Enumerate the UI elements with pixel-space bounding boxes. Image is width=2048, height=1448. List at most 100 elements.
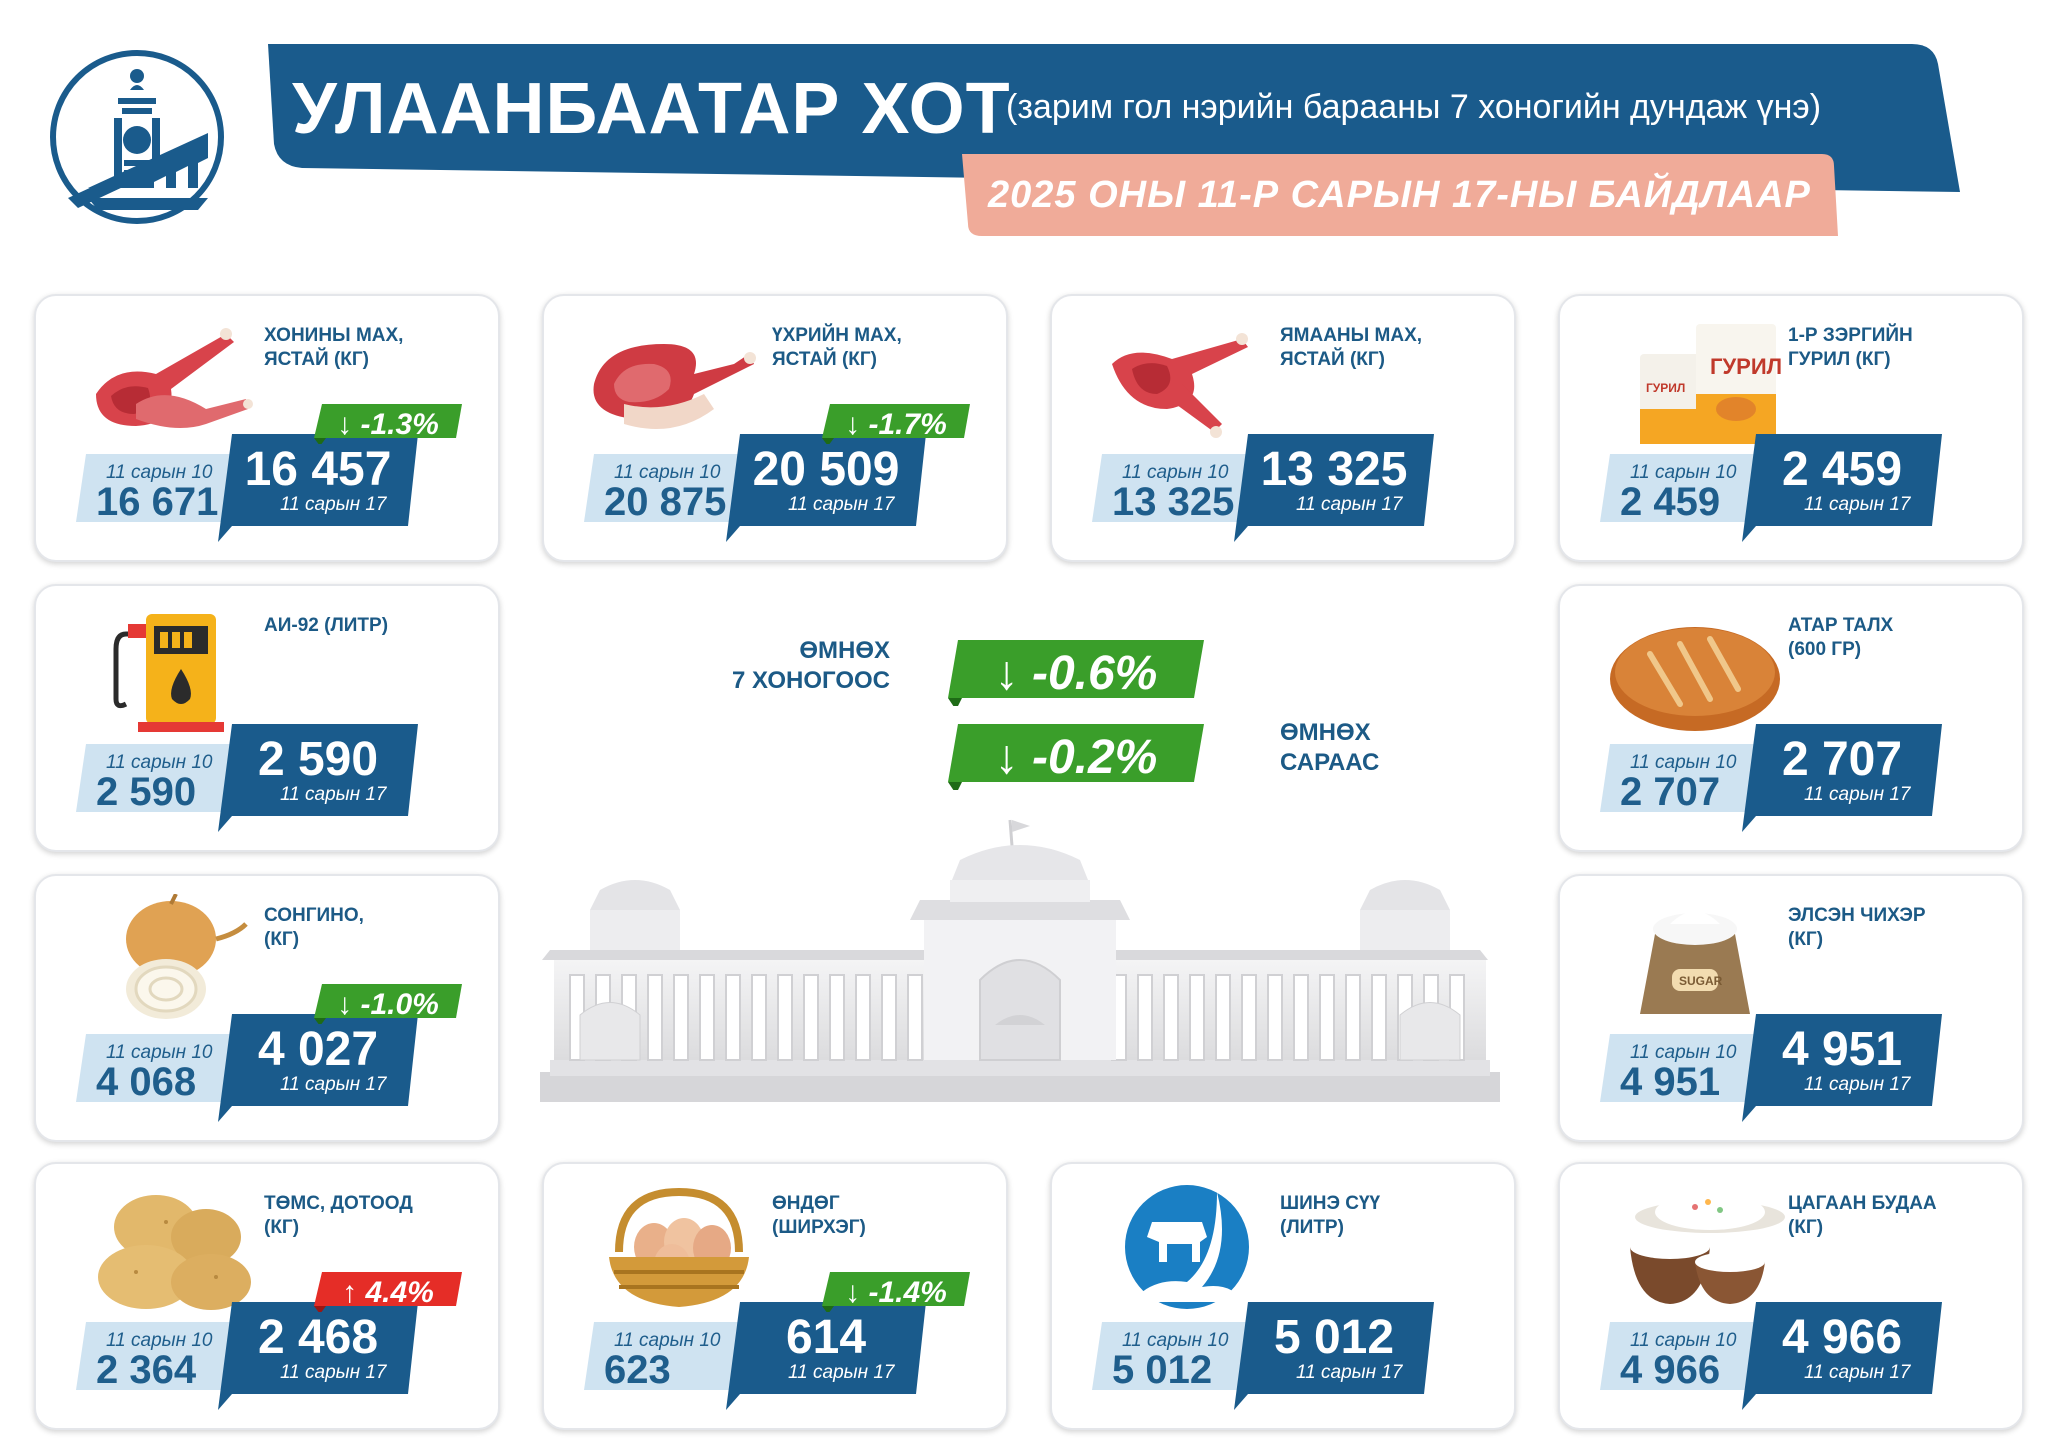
previous-price-box: 11 сарын 10 623 bbox=[584, 1322, 764, 1392]
week-change-value: ↓ -0.6% bbox=[994, 647, 1158, 700]
current-date: 11 сарын 17 bbox=[788, 1362, 895, 1383]
product-name-line1: ӨНДӨГ bbox=[772, 1193, 840, 1214]
egg-basket-icon bbox=[584, 1182, 774, 1312]
product-name-line2: ЯСТАЙ (КГ) bbox=[264, 349, 369, 370]
product-name-line2: (КГ) bbox=[1788, 929, 1824, 950]
product-name: АИ-92 (ЛИТР) bbox=[264, 614, 484, 638]
previous-price: 13 325 bbox=[1112, 480, 1235, 524]
logo bbox=[48, 48, 226, 226]
current-date: 11 сарын 17 bbox=[1804, 1074, 1911, 1095]
product-name-line1: СОНГИНО, bbox=[264, 905, 364, 926]
current-date: 11 сарын 17 bbox=[280, 1362, 387, 1383]
previous-price-box: 11 сарын 10 2 459 bbox=[1600, 454, 1780, 524]
previous-price: 2 459 bbox=[1620, 480, 1721, 524]
current-date: 11 сарын 17 bbox=[280, 1074, 387, 1095]
product-name-line1: 1-Р ЗЭРГИЙН bbox=[1788, 325, 1913, 346]
product-name-line1: ТӨМС, ДОТООД bbox=[264, 1193, 413, 1214]
product-name: АТАР ТАЛХ (600 ГР) bbox=[1788, 614, 2008, 662]
previous-date: 11 сарын 10 bbox=[1630, 462, 1737, 483]
flour-icon: ГУРИЛ ГУРИЛ bbox=[1600, 314, 1790, 444]
product-name: ЭЛСЭН ЧИХЭР (КГ) bbox=[1788, 904, 2008, 952]
product-name: ҮХРИЙН МАХ, ЯСТАЙ (КГ) bbox=[772, 324, 992, 372]
change-value: ↑ 4.4% bbox=[342, 1276, 434, 1309]
product-name-line2: (600 ГР) bbox=[1788, 639, 1862, 660]
product-name-line1: ЦАГААН БУДАА bbox=[1788, 1193, 1937, 1214]
current-date: 11 сарын 17 bbox=[1296, 1362, 1403, 1383]
bread-icon bbox=[1600, 604, 1790, 734]
previous-price-box: 11 сарын 10 20 875 bbox=[584, 454, 764, 524]
current-price: 4 951 bbox=[1781, 1023, 1903, 1076]
previous-price: 16 671 bbox=[96, 480, 219, 524]
previous-price: 20 875 bbox=[604, 480, 727, 524]
current-price-box: 614 11 сарын 17 bbox=[726, 1302, 926, 1410]
change-value: ↓ -1.3% bbox=[337, 408, 439, 441]
previous-price: 4 966 bbox=[1620, 1348, 1721, 1392]
fuel-pump-icon bbox=[76, 604, 266, 734]
change-badge: ↓ -1.7% bbox=[822, 404, 970, 444]
current-price-box: 4 951 11 сарын 17 bbox=[1742, 1014, 1942, 1122]
product-name-line2: ГУРИЛ (КГ) bbox=[1788, 349, 1891, 370]
previous-price: 5 012 bbox=[1112, 1348, 1213, 1392]
previous-date: 11 сарын 10 bbox=[1630, 1042, 1737, 1063]
change-value: ↓ -1.4% bbox=[845, 1276, 947, 1309]
current-date: 11 сарын 17 bbox=[280, 784, 387, 805]
current-price: 2 459 bbox=[1781, 443, 1903, 496]
price-card-potato: ТӨМС, ДОТООД (КГ) 11 сарын 10 2 364 2 46… bbox=[34, 1162, 500, 1430]
week-change-badge: ↓ -0.6% bbox=[948, 640, 1204, 706]
change-value: ↓ -1.0% bbox=[337, 988, 439, 1021]
current-price: 4 027 bbox=[257, 1023, 379, 1076]
current-date: 11 сарын 17 bbox=[280, 494, 387, 515]
product-name-line2: (КГ) bbox=[264, 1217, 300, 1238]
previous-date: 11 сарын 10 bbox=[1630, 1330, 1737, 1351]
page-subtitle: (зарим гол нэрийн барааны 7 хоногийн дун… bbox=[1006, 88, 1822, 126]
previous-date: 11 сарын 10 bbox=[1122, 1330, 1229, 1351]
week-label-line1: ӨМНӨХ bbox=[799, 637, 890, 664]
previous-date: 11 сарын 10 bbox=[106, 752, 213, 773]
page-title: УЛААНБААТАР ХОТ bbox=[292, 69, 1011, 149]
previous-price-box: 11 сарын 10 2 590 bbox=[76, 744, 256, 814]
month-label-line1: ӨМНӨХ bbox=[1280, 719, 1371, 746]
previous-price: 2 364 bbox=[96, 1348, 197, 1392]
report-date: 2025 ОНЫ 11-Р САРЫН 17-НЫ БАЙДЛААР bbox=[988, 174, 1811, 216]
current-price: 20 509 bbox=[752, 443, 900, 496]
current-price: 5 012 bbox=[1273, 1311, 1395, 1364]
product-name: СОНГИНО, (КГ) bbox=[264, 904, 484, 952]
current-price-box: 4 027 11 сарын 17 bbox=[218, 1014, 418, 1122]
mutton-icon bbox=[76, 314, 266, 444]
previous-date: 11 сарын 10 bbox=[1630, 752, 1737, 773]
product-name-line1: ХОНИНЫ МАХ, bbox=[264, 325, 404, 346]
current-date: 11 сарын 17 bbox=[1804, 784, 1911, 805]
previous-price: 623 bbox=[604, 1348, 671, 1392]
beef-icon bbox=[584, 314, 774, 444]
previous-price-box: 11 сарын 10 2 364 bbox=[76, 1322, 256, 1392]
price-card-mutton: ХОНИНЫ МАХ, ЯСТАЙ (КГ) 11 сарын 10 16 67… bbox=[34, 294, 500, 562]
price-card-milk: ШИНЭ СҮҮ (ЛИТР) 11 сарын 10 5 012 5 012 … bbox=[1050, 1162, 1516, 1430]
current-price: 13 325 bbox=[1260, 443, 1408, 496]
government-palace-illustration bbox=[540, 810, 1500, 1110]
previous-price-box: 11 сарын 10 4 951 bbox=[1600, 1034, 1780, 1104]
previous-price-box: 11 сарын 10 16 671 bbox=[76, 454, 256, 524]
product-name: ХОНИНЫ МАХ, ЯСТАЙ (КГ) bbox=[264, 324, 484, 372]
product-name-line1: ҮХРИЙН МАХ, bbox=[772, 325, 902, 346]
previous-date: 11 сарын 10 bbox=[614, 1330, 721, 1351]
change-badge: ↓ -1.4% bbox=[822, 1272, 970, 1312]
previous-date: 11 сарын 10 bbox=[614, 462, 721, 483]
current-price-box: 16 457 11 сарын 17 bbox=[218, 434, 418, 542]
previous-price: 4 951 bbox=[1620, 1060, 1721, 1104]
current-date: 11 сарын 17 bbox=[788, 494, 895, 515]
current-date: 11 сарын 17 bbox=[1804, 494, 1911, 515]
previous-date: 11 сарын 10 bbox=[1122, 462, 1229, 483]
product-name-line2: (КГ) bbox=[264, 929, 300, 950]
week-label: ӨМНӨХ 7 ХОНОГООС bbox=[700, 636, 890, 696]
previous-price-box: 11 сарын 10 4 068 bbox=[76, 1034, 256, 1104]
product-name: ТӨМС, ДОТООД (КГ) bbox=[264, 1192, 484, 1240]
product-name-line1: АТАР ТАЛХ bbox=[1788, 615, 1894, 636]
month-change-value: ↓ -0.2% bbox=[994, 731, 1158, 784]
milk-icon bbox=[1092, 1182, 1282, 1312]
current-price-box: 2 459 11 сарын 17 bbox=[1742, 434, 1942, 542]
current-price-box: 5 012 11 сарын 17 bbox=[1234, 1302, 1434, 1410]
previous-price: 2 590 bbox=[96, 770, 197, 814]
previous-price-box: 11 сарын 10 13 325 bbox=[1092, 454, 1272, 524]
product-name-line2: (КГ) bbox=[1788, 1217, 1824, 1238]
product-name: ШИНЭ СҮҮ (ЛИТР) bbox=[1280, 1192, 1500, 1240]
